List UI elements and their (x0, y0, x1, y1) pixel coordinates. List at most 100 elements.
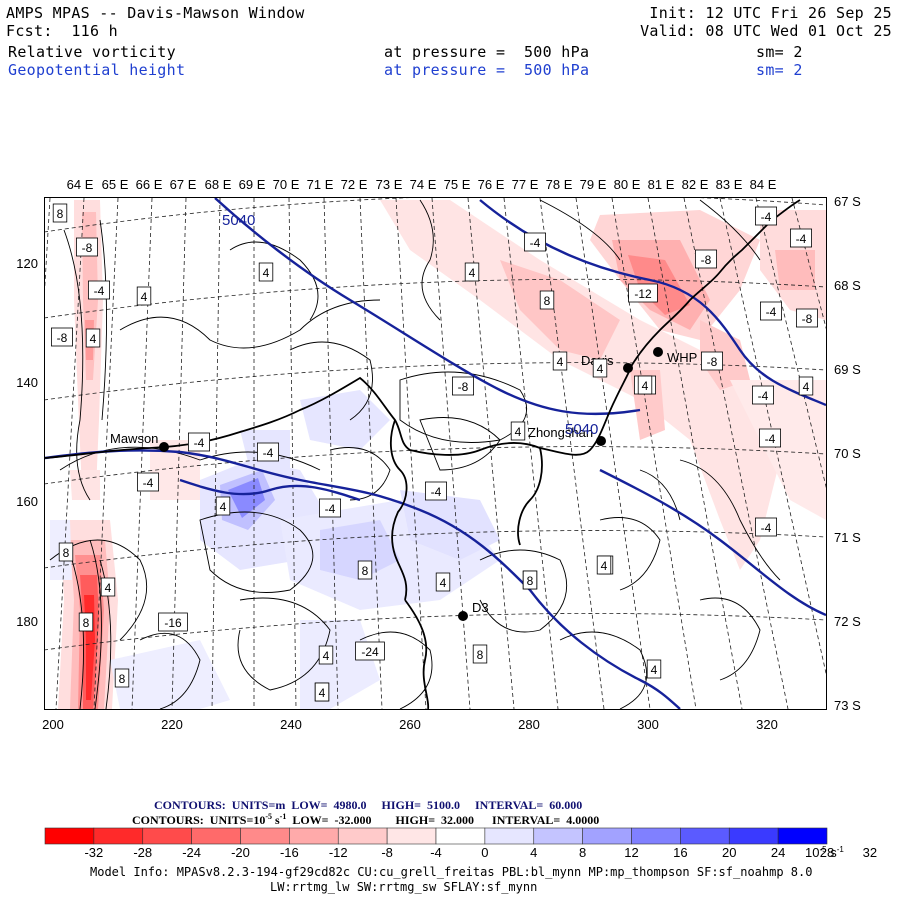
height-contour-legend: CONTOURS: UNITS=m LOW= 4980.0 HIGH= 5100… (154, 798, 583, 812)
svg-text:-4: -4 (765, 432, 776, 446)
vorticity-contour-label: 4 (552, 351, 568, 371)
vorticity-contour-label: -8 (695, 249, 718, 269)
top-axis-label: 68 E (205, 177, 232, 192)
vorticity-contour-label: 4 (464, 262, 480, 282)
left-axis-label: 160 (16, 494, 38, 509)
station-mawson-label: Mawson (110, 431, 158, 446)
vorticity-contour-label: -4 (318, 498, 341, 518)
bottom-axis-label: 300 (637, 717, 659, 732)
svg-text:4: 4 (105, 581, 112, 595)
forecast-hour: Fcst: 116 h (6, 22, 118, 40)
vorticity-contour-label: -8 (451, 376, 474, 396)
vorticity-contour-label: 4 (646, 659, 662, 679)
station-mawson-dot[interactable] (159, 442, 169, 452)
svg-text:-8: -8 (701, 253, 712, 267)
top-axis-label: 84 E (750, 177, 777, 192)
top-axis-label: 78 E (546, 177, 573, 192)
vorticity-contour-label: 8 (52, 203, 68, 223)
svg-text:-8: -8 (707, 355, 718, 369)
top-axis-label: 69 E (239, 177, 266, 192)
svg-text:4: 4 (90, 332, 97, 346)
svg-text:4: 4 (651, 663, 658, 677)
vorticity-contour-label: 4 (85, 328, 101, 348)
coastline (45, 199, 801, 709)
svg-text:8: 8 (119, 672, 126, 686)
color-scale-label: -28 (133, 845, 152, 860)
station-zhongshan-dot[interactable] (596, 436, 606, 446)
color-scale-swatch (44, 827, 95, 845)
color-scale-label: -20 (231, 845, 250, 860)
left-axis-label: 180 (16, 614, 38, 629)
color-scale-label: -4 (430, 845, 442, 860)
svg-text:-4: -4 (143, 476, 154, 490)
vorticity-contour-label: -4 (755, 517, 778, 537)
station-davis-dot[interactable] (623, 363, 633, 373)
color-scale-label: -32 (84, 845, 103, 860)
color-scale-swatch (386, 827, 437, 845)
height-contours (45, 198, 826, 709)
vorticity-contour-label: 8 (472, 644, 488, 664)
top-axis-label: 70 E (273, 177, 300, 192)
color-scale-label: -24 (182, 845, 201, 860)
top-axis-label: 66 E (136, 177, 163, 192)
svg-text:8: 8 (544, 294, 551, 308)
svg-text:8: 8 (83, 616, 90, 630)
svg-text:-4: -4 (761, 521, 772, 535)
svg-text:4: 4 (557, 355, 564, 369)
vorticity-contour-label: -8 (76, 237, 99, 257)
svg-text:-4: -4 (431, 485, 442, 499)
vorticity-contour-label: -4 (524, 232, 547, 252)
right-axis-label: 68 S (834, 278, 861, 293)
station-d3-dot[interactable] (458, 611, 468, 621)
svg-text:-8: -8 (82, 241, 93, 255)
field2-pressure: at pressure = 500 hPa (384, 61, 590, 79)
svg-text:4: 4 (469, 266, 476, 280)
top-axis-label: 74 E (410, 177, 437, 192)
svg-text:4: 4 (601, 559, 608, 573)
svg-text:4: 4 (597, 362, 604, 376)
top-axis-labels: 64 E 65 E 66 E 67 E 68 E 69 E 70 E 71 E 72 E 73 E… (67, 177, 777, 192)
vorticity-contour-label: -12 (628, 283, 658, 303)
lat-lon-grid (45, 198, 826, 709)
top-axis-label: 81 E (648, 177, 675, 192)
field1-pressure: at pressure = 500 hPa (384, 43, 590, 61)
field1-smoothing: sm= 2 (756, 43, 803, 61)
color-scale-swatch (191, 827, 241, 845)
bottom-axis-labels: 200 220 240 260 280 300 320 (42, 717, 778, 732)
svg-text:-4: -4 (263, 446, 274, 460)
top-axis-label: 73 E (376, 177, 403, 192)
color-scale-swatch (337, 827, 388, 845)
top-axis-label: 83 E (716, 177, 743, 192)
svg-text:-4: -4 (94, 284, 105, 298)
color-scale-swatch (142, 827, 192, 845)
vorticity-contour-label: -8 (51, 327, 74, 347)
vorticity-contour-label: 4 (136, 286, 152, 306)
color-scale-swatch (582, 827, 632, 845)
color-scale-swatch (484, 827, 535, 845)
vorticity-contour-label: -4 (755, 206, 778, 226)
vorticity-contour-label: -8 (701, 351, 724, 371)
vorticity-contour-label: 4 (258, 262, 274, 282)
right-axis-label: 73 S (834, 698, 861, 713)
svg-text:8: 8 (477, 648, 484, 662)
color-scale-label: 28 (820, 845, 834, 860)
right-axis-labels: 67 S 68 S 69 S 70 S 71 S 72 S 73 S (834, 194, 861, 713)
station-whp-dot[interactable] (653, 347, 663, 357)
bottom-axis-label: 240 (280, 717, 302, 732)
right-axis-label: 72 S (834, 614, 861, 629)
color-scale-label: 20 (722, 845, 736, 860)
vorticity-contour-label: 8 (114, 668, 130, 688)
svg-text:4: 4 (220, 500, 227, 514)
vorticity-contour-label: 8 (357, 560, 373, 580)
color-scale-label: -12 (329, 845, 348, 860)
top-axis-label: 75 E (444, 177, 471, 192)
vorticity-contour-label: 8 (58, 542, 74, 562)
svg-text:4: 4 (319, 686, 326, 700)
color-scale-swatch (289, 827, 339, 845)
svg-text:4: 4 (263, 266, 270, 280)
height-label-5040-b: 5040 (565, 421, 598, 438)
color-scale-label: 0 (481, 845, 488, 860)
top-axis-label: 64 E (67, 177, 94, 192)
color-scale-labels: -32 -28 -24 -20 -16 -12 -8 -4 0 4 8 12 16 20 24 28 32 (84, 845, 877, 860)
svg-text:-8: -8 (458, 380, 469, 394)
